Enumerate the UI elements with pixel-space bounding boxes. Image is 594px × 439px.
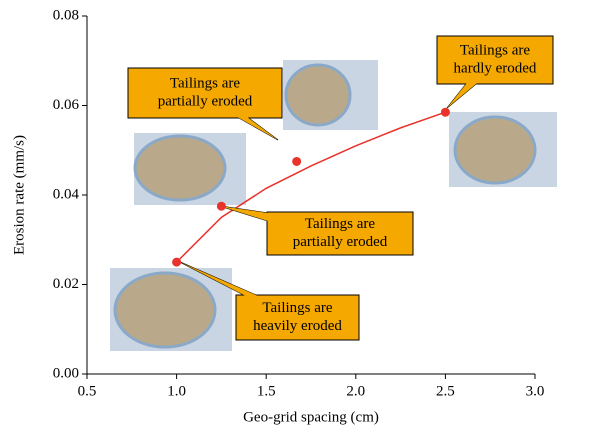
- callout-text: heavily eroded: [253, 318, 342, 334]
- x-tick-label: 2.0: [346, 383, 365, 399]
- photo: [455, 117, 535, 183]
- y-tick-label: 0.08: [53, 7, 79, 23]
- photo: [115, 273, 215, 347]
- y-tick-label: 0.04: [53, 186, 80, 202]
- x-axis-title: Geo-grid spacing (cm): [243, 409, 379, 425]
- callout-text: Tailings are: [262, 300, 333, 316]
- callout-text: Tailings are: [460, 42, 531, 58]
- chart: 0.5 1.0 1.5 2.0 2.5 3.0 0.00 0.02 0.04 0.06 0.08 Ge…: [0, 0, 594, 439]
- point: [172, 258, 181, 267]
- photo: [286, 65, 350, 125]
- point: [217, 202, 226, 211]
- y-tick-label: 0.06: [53, 97, 80, 113]
- y-axis-title: Erosion rate (mm/s): [11, 135, 27, 255]
- photo: [135, 136, 225, 200]
- x-tick-label: 3.0: [526, 383, 545, 399]
- point: [441, 108, 450, 117]
- x-tick-label: 2.5: [436, 383, 455, 399]
- x-tick-label: 0.5: [78, 383, 97, 399]
- callout-text: Tailings are: [170, 75, 241, 91]
- callout-text: hardly eroded: [454, 60, 537, 76]
- callout-text: partially eroded: [293, 234, 388, 250]
- y-tick-label: 0.00: [53, 365, 79, 381]
- callout-text: Tailings are: [305, 216, 376, 232]
- point: [292, 157, 301, 166]
- y-tick-label: 0.02: [53, 276, 79, 292]
- callout-text: partially eroded: [158, 93, 253, 109]
- x-tick-label: 1.0: [167, 383, 186, 399]
- x-tick-label: 1.5: [257, 383, 276, 399]
